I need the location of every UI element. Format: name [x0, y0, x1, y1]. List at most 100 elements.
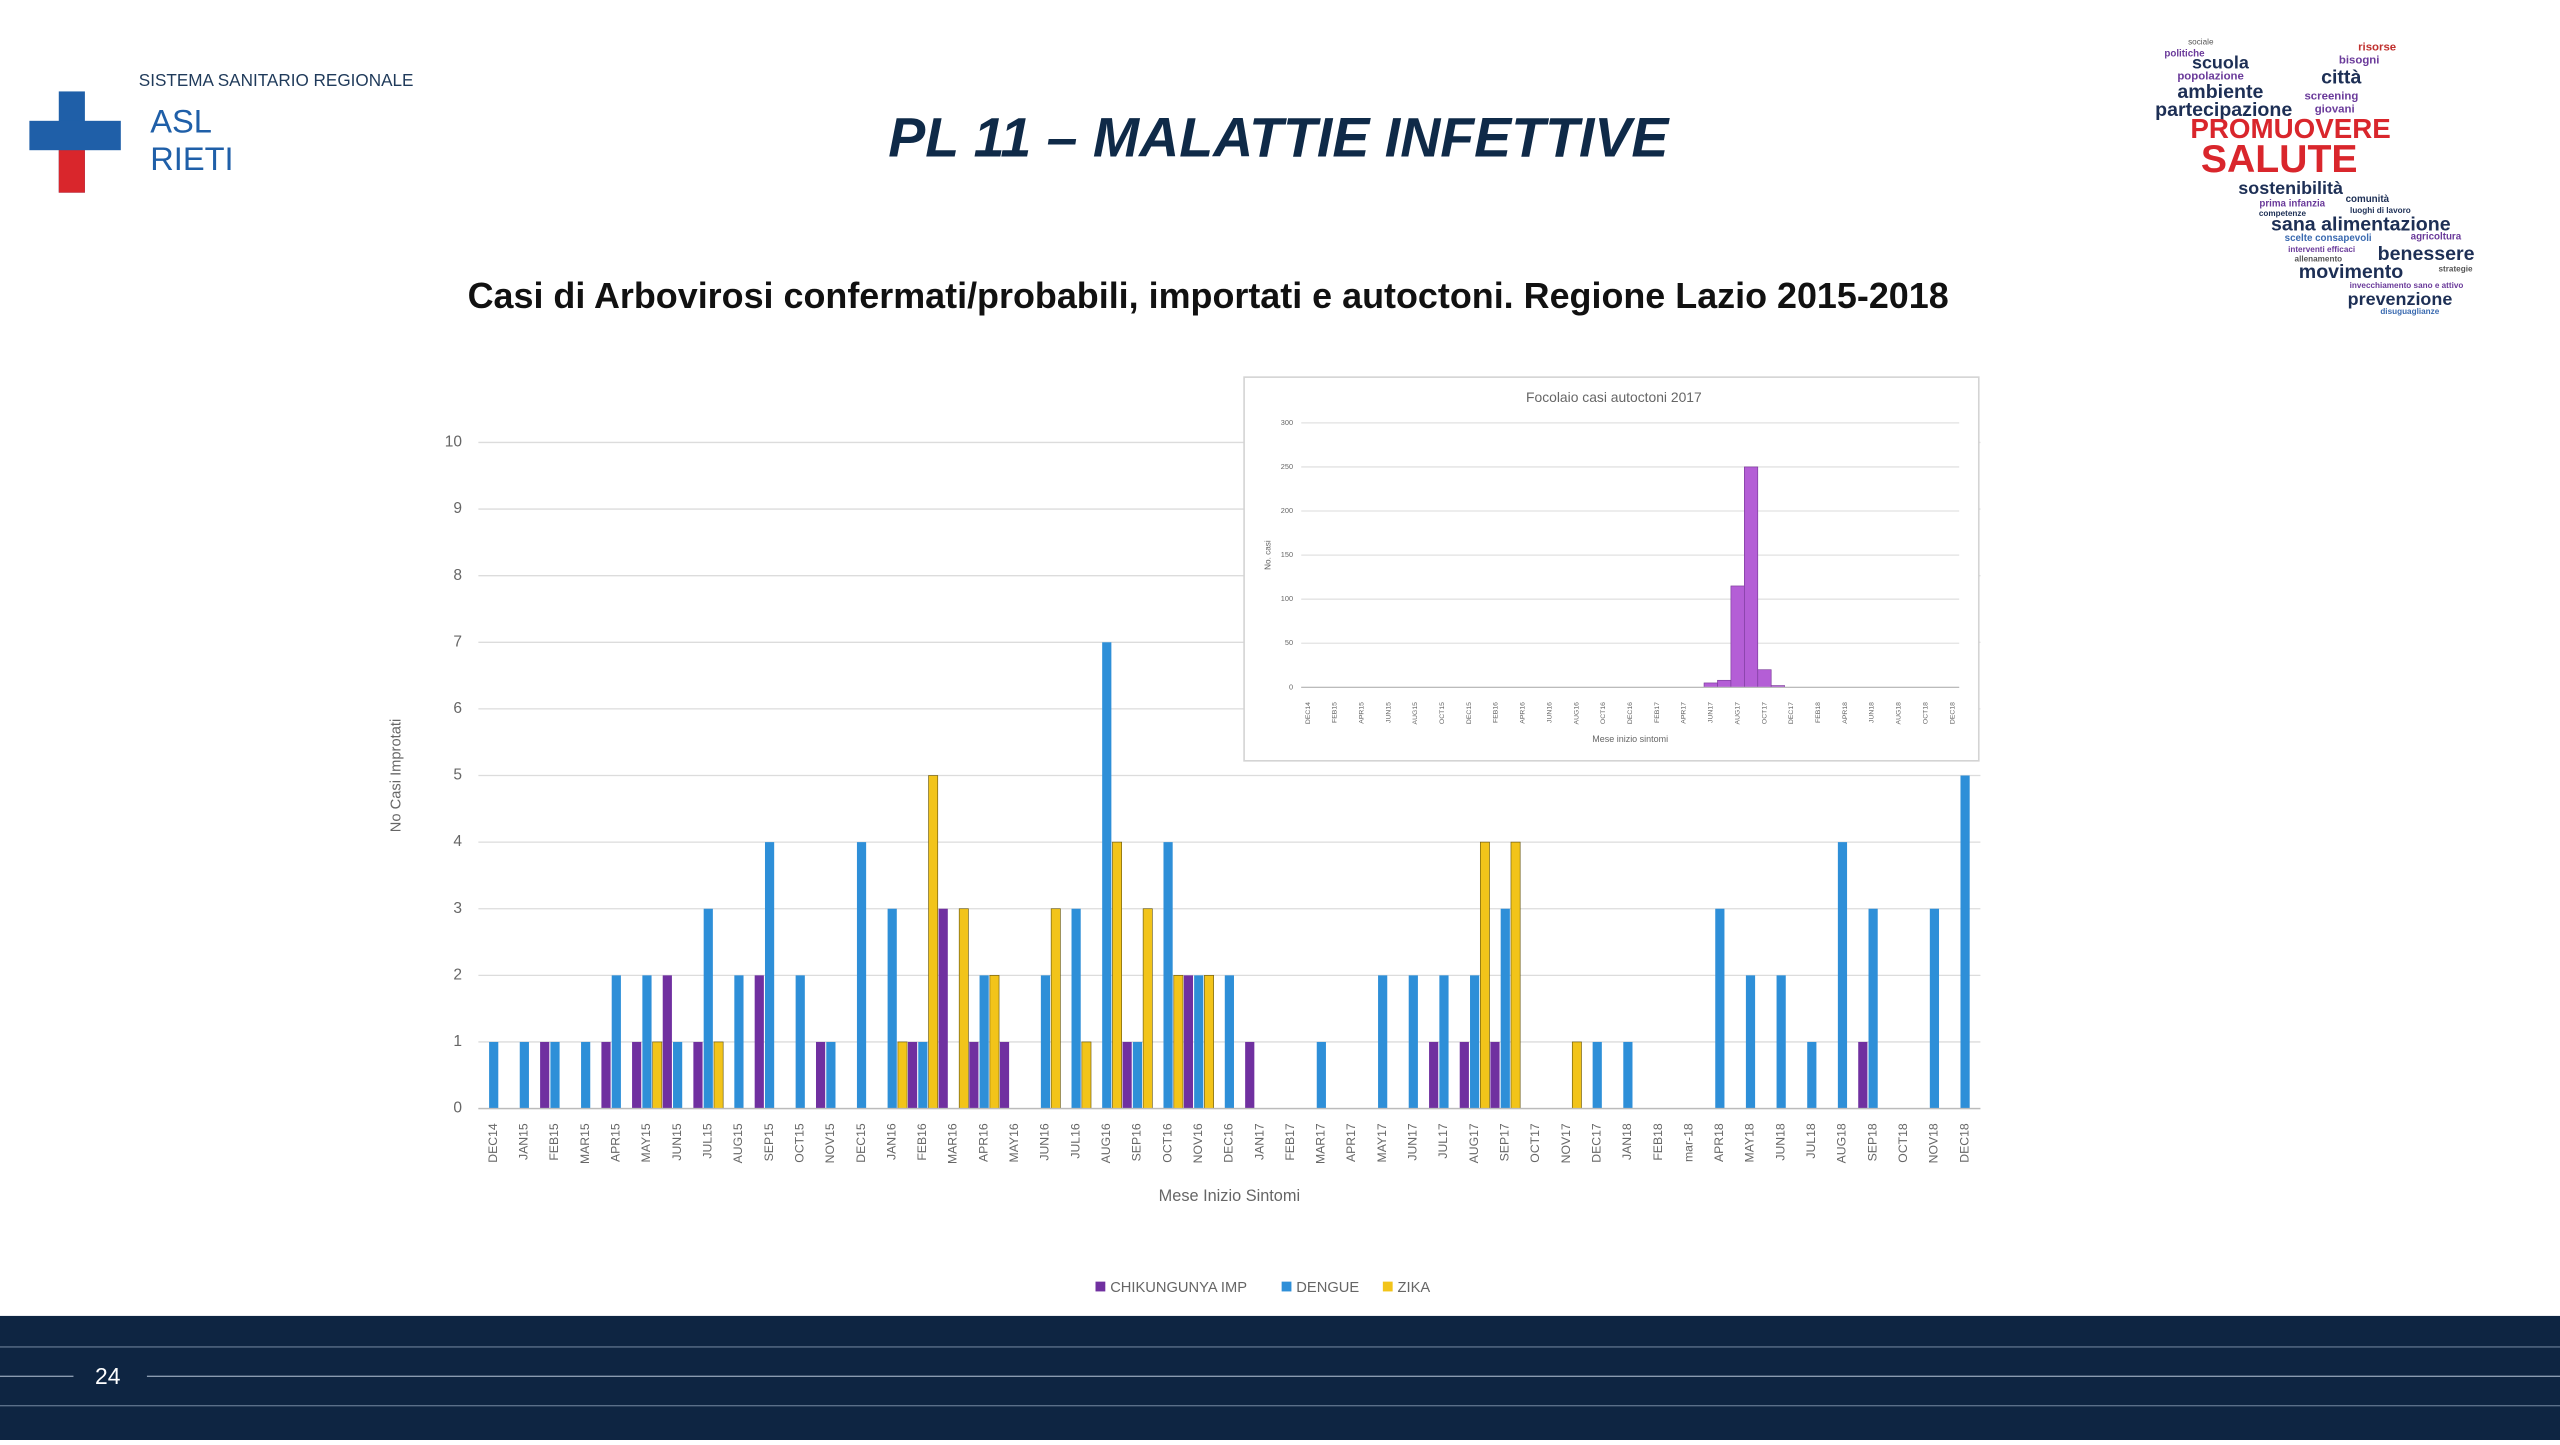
x-tick-label: APR16	[1520, 702, 1527, 724]
x-tick-label: OCT15	[792, 1123, 806, 1163]
bar	[611, 975, 621, 1109]
bar	[826, 1041, 836, 1109]
bar	[1102, 642, 1112, 1109]
cloud-word: luoghi di lavoro	[2350, 206, 2411, 215]
bar	[795, 975, 805, 1109]
bar	[1050, 908, 1061, 1109]
x-tick-label: NOV17	[1559, 1123, 1573, 1163]
legend-label: DENGUE	[1296, 1280, 1359, 1296]
x-tick-label: JUN16	[1038, 1123, 1052, 1161]
bar	[632, 1041, 642, 1109]
bar	[550, 1041, 560, 1109]
x-tick-label: APR15	[1358, 702, 1365, 724]
cloud-word: bisogni	[2339, 54, 2380, 66]
x-tick-label: MAR17	[1314, 1123, 1328, 1164]
y-tick-label: 4	[453, 833, 462, 850]
x-tick-label: OCT17	[1761, 702, 1768, 724]
bar	[1807, 1041, 1817, 1109]
cloud-word: interventi efficaci	[2288, 245, 2355, 254]
bar	[1744, 466, 1759, 688]
cloud-word: sostenibilità	[2238, 178, 2344, 198]
bar	[1173, 975, 1184, 1109]
y-tick-label: 10	[445, 434, 463, 451]
y-tick-label: 2	[453, 966, 462, 983]
bar	[673, 1041, 683, 1109]
logo-rieti: RIETI	[150, 140, 233, 177]
bar	[1500, 908, 1510, 1109]
x-tick-label: FEB16	[915, 1123, 929, 1161]
y-tick-label: 1	[453, 1033, 462, 1050]
bar	[1183, 975, 1194, 1109]
bar	[1142, 908, 1153, 1109]
x-tick-label: OCT18	[1922, 702, 1929, 724]
x-axis-label: Mese Inizio Sintomi	[1159, 1187, 1300, 1205]
x-tick-label: NOV18	[1927, 1123, 1941, 1163]
legend-swatch	[1382, 1281, 1393, 1292]
y-tick-label: 50	[1285, 638, 1293, 647]
x-tick-label: JUN15	[1385, 702, 1392, 723]
slide-title: PL 11 – MALATTIE INFETTIVE	[888, 107, 1670, 169]
cloud-word: disuguaglianze	[2380, 307, 2439, 316]
y-tick-label: 0	[1289, 682, 1293, 691]
bar	[1163, 842, 1173, 1109]
x-tick-label: JUN18	[1869, 702, 1876, 723]
logo-asl: ASL	[150, 103, 212, 140]
x-tick-label: NOV15	[823, 1123, 837, 1163]
x-tick-label: JUN15	[670, 1123, 684, 1161]
x-tick-label: OCT16	[1160, 1123, 1174, 1163]
x-tick-label: SEP16	[1130, 1123, 1144, 1161]
x-tick-label: DEC15	[854, 1123, 868, 1163]
bar	[907, 1041, 918, 1109]
bar	[887, 908, 897, 1109]
legend-swatch	[1281, 1281, 1292, 1292]
y-tick-label: 100	[1281, 594, 1293, 603]
y-tick-label: 7	[453, 633, 462, 650]
bar	[489, 1041, 499, 1109]
x-tick-label: AUG17	[1467, 1123, 1481, 1163]
cloud-word: invecchiamento sano e attivo	[2350, 281, 2464, 290]
x-tick-label: SEP17	[1498, 1123, 1512, 1161]
x-tick-label: MAY17	[1375, 1123, 1389, 1162]
bar	[815, 1041, 826, 1109]
bar	[1459, 1041, 1469, 1109]
bar	[581, 1041, 591, 1109]
cloud-word: partecipazione	[2155, 99, 2292, 121]
x-tick-label: AUG16	[1099, 1123, 1113, 1163]
x-tick-label: AUG18	[1896, 702, 1903, 725]
bar	[540, 1041, 550, 1109]
bar	[1194, 975, 1204, 1109]
bar	[1429, 1041, 1439, 1109]
slide-subtitle: Casi di Arbovirosi confermati/probabili,…	[468, 275, 1949, 316]
y-tick-label: 8	[453, 567, 462, 584]
bar	[1858, 1041, 1868, 1109]
x-tick-label: AUG17	[1734, 702, 1741, 725]
bar	[1245, 1041, 1255, 1109]
y-tick-label: 200	[1281, 506, 1293, 515]
inset-chart: 0 50 100 150 200 250 300 DEC14 FEB15 APR15 JUN15 AU…	[1264, 389, 1960, 744]
org-name: SISTEMA SANITARIO REGIONALE	[139, 70, 414, 90]
cloud-word: sociale	[2188, 38, 2214, 47]
x-tick-label: JUN17	[1708, 702, 1715, 723]
x-tick-label: APR16	[976, 1123, 990, 1162]
bar	[703, 908, 713, 1109]
x-tick-label: DEC18	[1957, 1123, 1971, 1163]
cloud-word: allenamento	[2295, 255, 2343, 264]
x-tick-label: APR15	[609, 1123, 623, 1162]
x-tick-label: OCT16	[1600, 702, 1607, 724]
chart-title: Focolaio casi autoctoni 2017	[1526, 389, 1702, 405]
x-tick-label: OCT18	[1896, 1123, 1910, 1163]
cloud-word: ambiente	[2177, 81, 2263, 103]
logo-cross-h	[29, 120, 121, 151]
bar	[1071, 908, 1081, 1109]
x-tick-label: AUG15	[1412, 702, 1419, 725]
bar	[693, 1041, 703, 1109]
y-tick-label: 0	[453, 1100, 462, 1117]
x-tick-label: APR17	[1681, 702, 1688, 724]
cloud-word: strategie	[2439, 265, 2473, 274]
cloud-word: prima infanzia	[2259, 199, 2325, 210]
bar	[999, 1041, 1010, 1109]
cloud-word: risorse	[2358, 41, 2396, 53]
legend-label: ZIKA	[1398, 1280, 1431, 1296]
cloud-word: scelte consapevoli	[2285, 233, 2372, 244]
